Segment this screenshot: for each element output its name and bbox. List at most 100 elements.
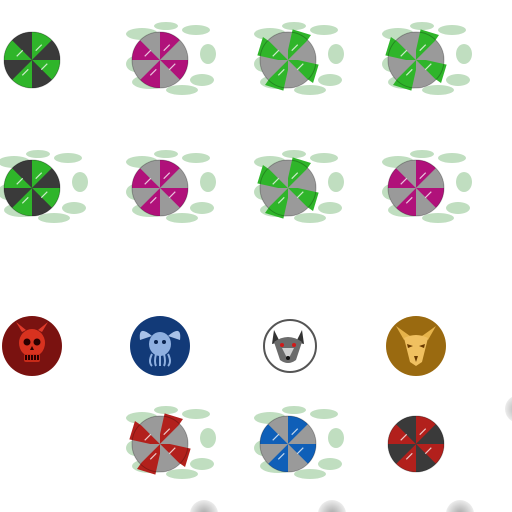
fog-wisp bbox=[166, 469, 198, 479]
shield-segment bbox=[385, 37, 416, 60]
shield-segment bbox=[4, 60, 32, 80]
shield-segment bbox=[160, 40, 188, 60]
shield-scratch bbox=[419, 172, 427, 180]
shield-rim bbox=[131, 415, 189, 473]
shield-segment bbox=[140, 60, 160, 88]
fog-wisp bbox=[456, 44, 472, 64]
shield-segment bbox=[32, 32, 52, 60]
shield-segment bbox=[160, 60, 188, 80]
shield-segment bbox=[12, 32, 32, 60]
fog-wisp bbox=[154, 150, 178, 158]
shield-segment bbox=[288, 168, 316, 188]
fog-wisp bbox=[410, 150, 434, 158]
fog-wisp bbox=[294, 85, 326, 95]
shield-segment bbox=[260, 60, 288, 80]
shield-segment bbox=[260, 444, 288, 464]
wolf-head-icon bbox=[258, 316, 318, 376]
fog-wisp bbox=[328, 172, 344, 192]
fog-wisp bbox=[438, 25, 466, 35]
shield-cell bbox=[0, 0, 128, 128]
shield-segment bbox=[268, 32, 288, 60]
fog-wisp bbox=[200, 44, 216, 64]
fog-wisp bbox=[62, 202, 86, 214]
shield-segment bbox=[257, 37, 288, 60]
fog-wisp bbox=[294, 213, 326, 223]
shield-segment bbox=[416, 29, 439, 60]
sprite bbox=[126, 150, 216, 223]
shield-segment bbox=[416, 188, 436, 216]
shield-scratch bbox=[405, 196, 413, 204]
shield-rim bbox=[3, 31, 61, 89]
shield-scratch bbox=[149, 452, 157, 460]
shield-segment bbox=[32, 188, 60, 208]
shield-scratch bbox=[35, 44, 43, 52]
shield-segment bbox=[416, 60, 447, 83]
fog-wisp bbox=[456, 172, 472, 192]
shield-scratch bbox=[419, 44, 427, 52]
partial-sprite bbox=[190, 500, 218, 512]
fog-wisp bbox=[182, 153, 210, 163]
shield-segment bbox=[260, 424, 288, 444]
shield-scratch bbox=[424, 447, 432, 455]
shield-segment bbox=[140, 188, 160, 216]
shield-segment bbox=[160, 160, 180, 188]
sprite bbox=[258, 316, 318, 376]
horned-beast-icon bbox=[130, 316, 190, 376]
shield-scratch bbox=[400, 433, 408, 441]
shield-rim bbox=[259, 415, 317, 473]
emblem-cell bbox=[384, 256, 512, 384]
fog-wisp bbox=[410, 22, 434, 30]
shield-segment bbox=[160, 60, 180, 88]
shield-segment bbox=[396, 444, 416, 472]
shield-cell bbox=[384, 384, 512, 512]
shield-scratch bbox=[272, 49, 280, 57]
emblem-cell bbox=[128, 256, 256, 384]
sprite bbox=[382, 22, 472, 95]
shield-segment bbox=[388, 424, 416, 444]
shield-scratch bbox=[424, 191, 432, 199]
shield-segment bbox=[32, 188, 52, 216]
fog-wisp bbox=[38, 213, 70, 223]
shield-scratch bbox=[405, 68, 413, 76]
shield-scratch bbox=[400, 49, 408, 57]
shield-segment bbox=[416, 424, 444, 444]
sprite bbox=[254, 406, 344, 479]
shield-rim bbox=[259, 31, 317, 89]
shield-segment bbox=[388, 444, 416, 464]
shield-icon bbox=[257, 29, 319, 91]
fog-wisp bbox=[200, 172, 216, 192]
fog-wisp bbox=[310, 25, 338, 35]
shield-scratch bbox=[144, 433, 152, 441]
shield-segment bbox=[396, 188, 416, 216]
fog-wisp bbox=[190, 202, 214, 214]
shield-segment bbox=[265, 188, 288, 219]
shield-scratch bbox=[163, 44, 171, 52]
shield-segment bbox=[388, 168, 416, 188]
shield-segment bbox=[288, 444, 308, 472]
shield-cell bbox=[382, 128, 512, 256]
fog-wisp bbox=[190, 74, 214, 86]
shield-segment bbox=[160, 32, 180, 60]
sprite bbox=[126, 406, 216, 479]
shield-rim bbox=[131, 31, 189, 89]
shield-segment bbox=[288, 29, 311, 60]
shield-segment bbox=[160, 188, 188, 208]
shield-scratch bbox=[149, 196, 157, 204]
shield-segment bbox=[160, 188, 180, 216]
shield-segment bbox=[396, 32, 416, 60]
shield-scratch bbox=[16, 177, 24, 185]
partial-sprite bbox=[446, 500, 474, 512]
demon-skull-icon bbox=[2, 316, 62, 376]
fog-wisp bbox=[190, 458, 214, 470]
shield-scratch bbox=[149, 68, 157, 76]
shield-scratch bbox=[419, 428, 427, 436]
shield-icon bbox=[387, 415, 445, 473]
fog-wisp bbox=[54, 153, 82, 163]
empty-cell bbox=[0, 384, 128, 512]
sprite bbox=[126, 22, 216, 95]
shield-scratch bbox=[40, 63, 48, 71]
shield-scratch bbox=[424, 63, 432, 71]
shield-scratch bbox=[21, 196, 29, 204]
shield-scratch bbox=[35, 172, 43, 180]
